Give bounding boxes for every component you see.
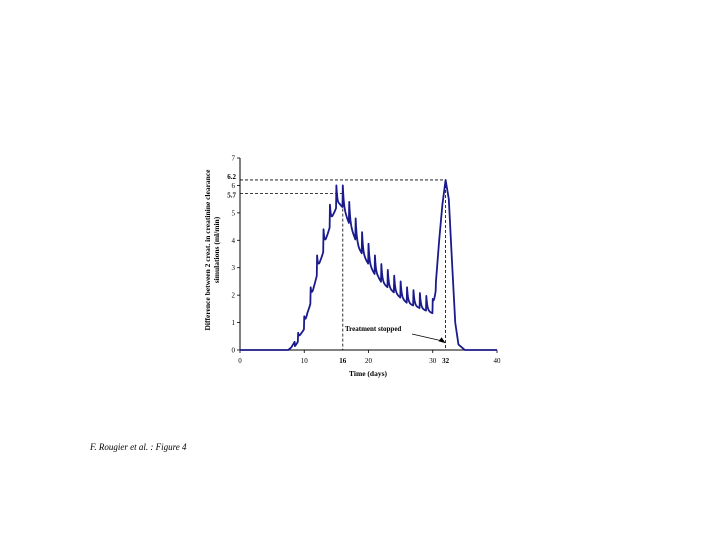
y-tick-label: 6 [232,182,236,190]
reference-label-x: 16 [339,357,347,365]
y-tick-label: 2 [232,292,236,300]
y-axis-title: Difference between 2 creat. in creatinin… [203,169,221,331]
x-tick-label: 30 [429,357,437,365]
reference-label-x: 32 [442,357,450,365]
annotation-text: Treatment stopped [345,325,401,333]
annotation-arrow-head [438,337,446,344]
figure-caption: F. Rougier et al. : Figure 4 [90,442,187,452]
reference-label-y: 5.7 [227,192,236,200]
y-tick-label: 1 [232,319,236,327]
y-axis-title-line-2: simulations (ml/min) [212,216,221,283]
x-axis-title: Time (days) [349,369,387,378]
y-tick-label: 5 [232,209,236,217]
series-line [239,179,498,351]
y-tick-label: 0 [232,347,236,355]
x-tick-label: 40 [494,357,502,365]
x-tick-label: 10 [301,357,309,365]
x-tick-label: 0 [238,357,242,365]
y-tick-label: 3 [232,264,236,272]
reference-label-y: 6.2 [227,173,236,181]
y-tick-label: 7 [232,155,236,163]
y-tick-label: 4 [232,237,236,245]
y-axis-title-line-1: Difference between 2 creat. in creatinin… [203,169,212,331]
annotation-arrow-line [411,333,444,342]
x-tick-label: 20 [365,357,373,365]
